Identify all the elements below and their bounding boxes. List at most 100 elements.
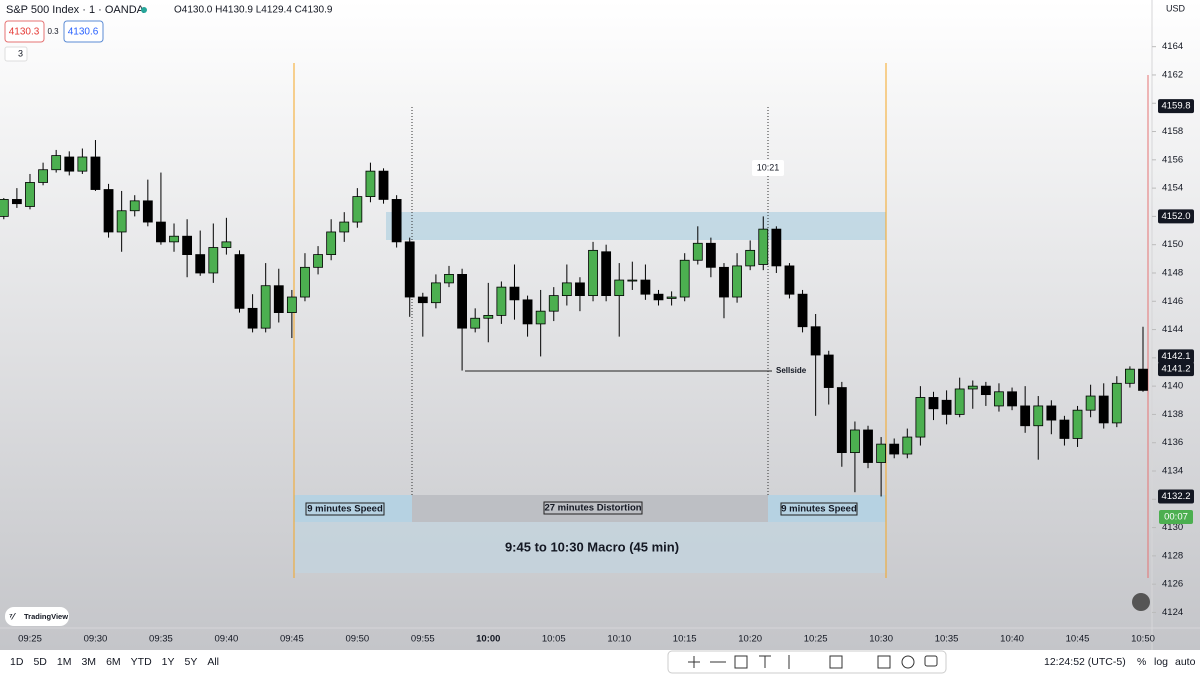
indicator-toggle[interactable] — [4, 46, 28, 62]
candle-body — [391, 199, 402, 243]
candle-body — [522, 299, 533, 325]
candle-body — [1125, 368, 1135, 384]
label-box — [752, 160, 784, 176]
price-label-box — [1158, 362, 1194, 377]
x-tick-label: 10:15 — [673, 634, 697, 645]
y-tick-label: 4144 — [1162, 324, 1183, 335]
ohlc: O4130.0 H4130.9 L4129.4 C4130.9 — [174, 5, 333, 16]
range-button[interactable]: 5Y — [185, 656, 198, 668]
ask-box[interactable] — [63, 20, 104, 43]
price-label: 4142.1 — [1161, 351, 1190, 362]
percent-toggle[interactable]: % — [1137, 656, 1146, 668]
candle-body — [129, 200, 140, 212]
log-toggle[interactable]: log — [1154, 656, 1168, 668]
candle-body — [247, 307, 258, 329]
range-button[interactable]: 6M — [106, 656, 121, 668]
logo-box[interactable] — [5, 607, 69, 626]
candle-body — [1007, 391, 1017, 407]
candle-body — [758, 228, 769, 265]
label-box — [305, 502, 385, 516]
candle-body — [679, 259, 690, 298]
range-button[interactable]: 1M — [57, 656, 72, 668]
candle-body — [313, 254, 323, 268]
candle-body — [116, 210, 127, 233]
candle-body — [810, 326, 821, 356]
candle-body — [352, 196, 363, 223]
candle-body — [64, 156, 75, 172]
candle-body — [208, 247, 219, 274]
price-label: 4159.8 — [1161, 101, 1190, 112]
bid-box[interactable] — [4, 20, 45, 43]
candle-body — [339, 221, 350, 233]
candle-body — [11, 199, 22, 205]
y-tick-label: 4124 — [1162, 607, 1183, 618]
range-button[interactable]: YTD — [131, 656, 152, 668]
drawing-tools[interactable] — [688, 655, 938, 669]
fvg-zone — [386, 212, 886, 240]
candle-body — [915, 397, 926, 438]
price-label-box — [1158, 349, 1194, 364]
candle-body — [994, 391, 1004, 407]
candle-body — [561, 282, 572, 297]
y-tick-label: 4146 — [1162, 296, 1183, 307]
range-button[interactable]: 5D — [33, 656, 47, 668]
x-tick-label: 10:40 — [1000, 634, 1024, 645]
x-tick-label: 10:20 — [738, 634, 762, 645]
macro-box — [294, 522, 886, 573]
candle-body — [1059, 419, 1070, 439]
label-box — [543, 501, 643, 515]
currency[interactable]: USD — [1166, 3, 1186, 13]
candle-body — [784, 265, 795, 295]
logo[interactable]: TradingView — [24, 612, 68, 621]
candle-body — [378, 170, 389, 200]
candle-body — [169, 235, 179, 243]
indicator-count[interactable]: 3 — [18, 48, 23, 58]
x-tick-label: 10:00 — [476, 634, 500, 645]
candle-body — [1072, 409, 1083, 439]
annotation: Sellside — [776, 366, 807, 375]
candle-body — [1085, 395, 1096, 411]
y-tick-label: 4158 — [1162, 126, 1183, 137]
x-tick-label: 09:40 — [215, 634, 239, 645]
x-tick-label: 10:25 — [804, 634, 828, 645]
candle-body — [535, 310, 546, 325]
scroll-button[interactable] — [1132, 593, 1150, 611]
bid[interactable]: 4130.3 — [9, 27, 40, 38]
range-button[interactable]: 1Y — [162, 656, 175, 668]
candle-body — [719, 266, 729, 298]
price-label: 4141.2 — [1161, 364, 1190, 375]
x-tick-label: 10:30 — [869, 634, 893, 645]
candle-body — [286, 296, 297, 313]
y-tick-label: 4128 — [1162, 550, 1183, 561]
candle-body — [142, 200, 153, 223]
candle-body — [25, 182, 35, 207]
symbol: S&P 500 Index · 1 · OANDA — [6, 4, 145, 16]
x-tick-label: 09:30 — [84, 634, 108, 645]
ask[interactable]: 4130.6 — [68, 27, 99, 38]
range-button[interactable]: 1D — [10, 656, 24, 668]
candle-body — [836, 387, 847, 454]
countdown: 00:07 — [1164, 512, 1188, 523]
candle-body — [588, 249, 598, 297]
auto-toggle[interactable]: auto — [1175, 656, 1196, 668]
candle-body — [1020, 405, 1031, 427]
logo-mark: ⁷⁄ — [9, 611, 17, 621]
candle-body — [614, 279, 625, 297]
candle-body — [863, 429, 873, 463]
candle-body — [509, 286, 520, 301]
candle-body — [1138, 368, 1148, 391]
candle-body — [627, 279, 638, 282]
x-tick-label: 10:05 — [542, 634, 566, 645]
y-tick-label: 4138 — [1162, 409, 1183, 420]
speed-box — [768, 495, 886, 522]
candle-body — [0, 199, 9, 217]
candle-body — [823, 354, 834, 388]
range-button[interactable]: All — [207, 656, 219, 668]
y-tick-label: 4156 — [1162, 154, 1183, 165]
range-button[interactable]: 3M — [81, 656, 96, 668]
distortion-box — [412, 495, 768, 522]
candle-body — [653, 293, 664, 301]
candle-body — [1098, 395, 1109, 424]
y-tick-label: 4150 — [1162, 239, 1183, 250]
